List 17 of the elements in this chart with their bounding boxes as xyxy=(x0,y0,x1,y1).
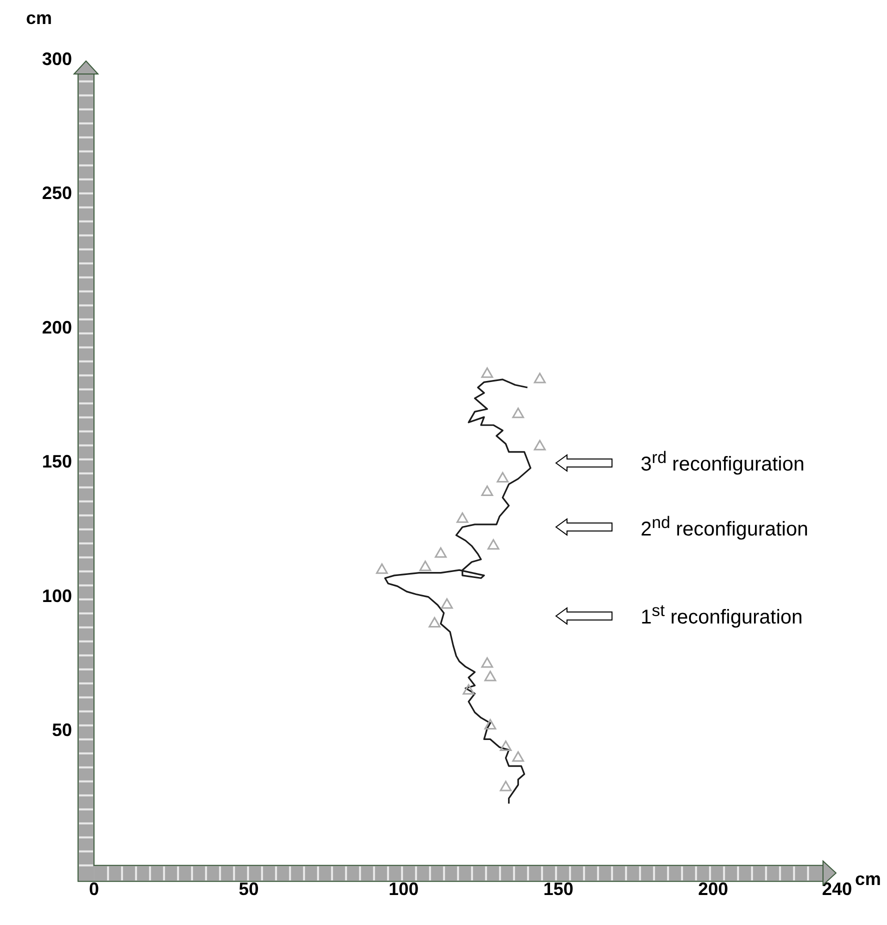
y-tick-label: 100 xyxy=(42,586,72,606)
x-tick-label: 0 xyxy=(89,879,100,900)
annotation: 1$^{st}$ reconfiguration xyxy=(640,601,803,630)
x-tick-label: 240 xyxy=(822,879,852,900)
x-axis-title: cm xyxy=(855,869,882,890)
y-tick-label: 50 xyxy=(52,720,72,740)
annotation: 3$^{rd}$ reconfiguration xyxy=(640,448,804,477)
y-tick-label: 300 xyxy=(42,48,72,69)
y-tick-label: 150 xyxy=(42,452,72,472)
y-tick-label: 200 xyxy=(42,317,72,338)
x-tick-label: 150 xyxy=(543,879,574,900)
y-tick-label: 250 xyxy=(42,183,72,204)
x-tick-label: 50 xyxy=(238,879,259,900)
x-tick-label: 200 xyxy=(698,879,728,900)
annotation: 2$^{nd}$ reconfiguration xyxy=(640,512,808,542)
x-tick-label: 100 xyxy=(388,879,419,900)
y-axis-title: cm xyxy=(26,8,52,29)
